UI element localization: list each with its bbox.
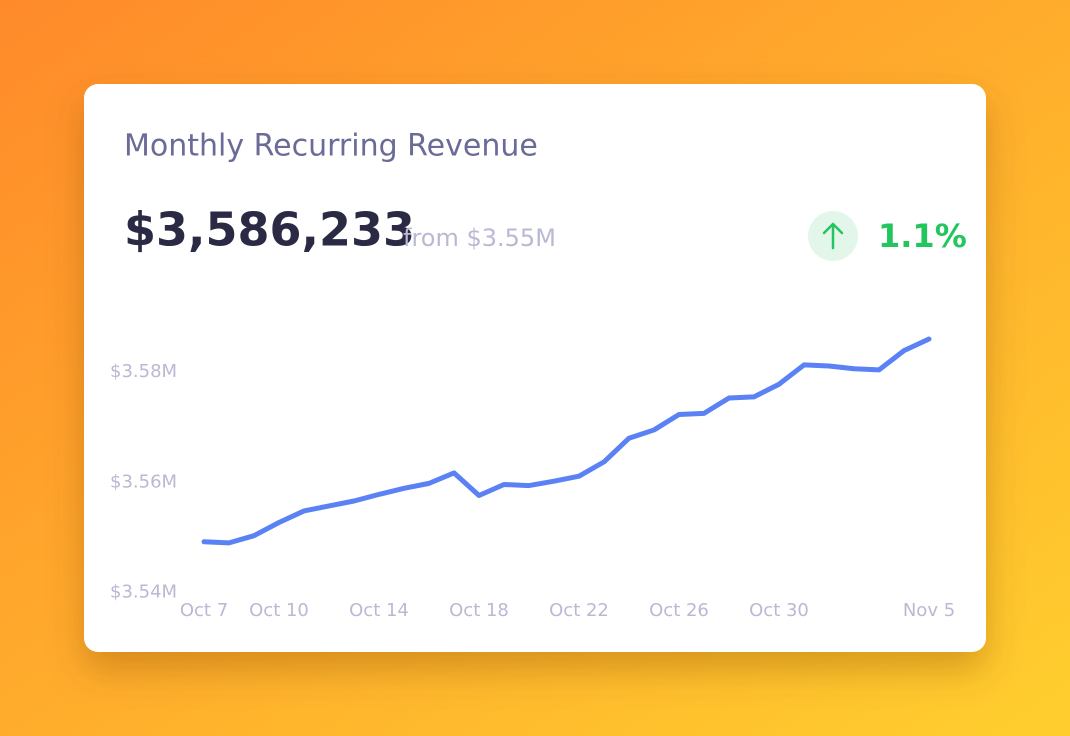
headline-value: $3,586,233 — [124, 203, 415, 257]
y-tick-label: $3.58M — [110, 361, 177, 382]
x-tick-label: Oct 18 — [449, 600, 509, 621]
x-tick-label: Oct 26 — [649, 600, 709, 621]
x-tick-label: Oct 30 — [749, 600, 809, 621]
comparison: from $3.55M — [403, 224, 556, 252]
up-arrow — [822, 222, 844, 250]
x-tick-label: Oct 22 — [549, 600, 609, 621]
line — [201, 336, 932, 546]
y-tick-label: $3.54M — [110, 581, 177, 602]
x-tick-label: Oct 7 — [180, 600, 228, 621]
card-title: Monthly Recurring Revenue — [124, 129, 538, 164]
x-tick-label: Oct 14 — [349, 600, 409, 621]
x-tick-label: Oct 10 — [249, 600, 309, 621]
x-tick-label: Nov 5 — [903, 600, 955, 621]
y-tick-label: $3.56M — [110, 471, 177, 492]
change-value: 1.1% — [878, 217, 967, 255]
